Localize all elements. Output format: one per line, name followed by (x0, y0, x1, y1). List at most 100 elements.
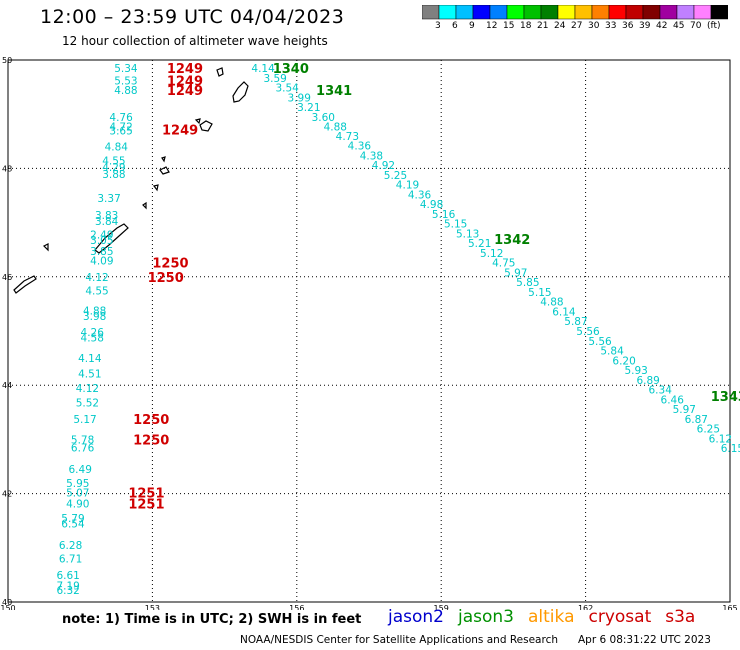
wave-height-value: 5.97 (504, 267, 527, 279)
wave-height-value: 4.75 (492, 258, 515, 270)
color-scale-label: 15 (503, 21, 515, 31)
wave-height-value: 6.46 (661, 394, 685, 406)
wave-height-value: 5.87 (564, 316, 587, 328)
wave-height-value: 3.99 (288, 92, 311, 104)
wave-height-value: 3.54 (275, 83, 299, 95)
wave-height-value: 6.87 (685, 414, 708, 426)
time-label: 1250 (133, 413, 169, 428)
time-label: 1342 (494, 233, 530, 248)
wave-height-value: 4.76 (109, 112, 133, 124)
color-scale-label: 24 (554, 21, 566, 31)
wave-height-value: 3.60 (312, 112, 335, 124)
wave-height-value: 3.84 (95, 216, 119, 228)
wave-height-value: 5.79 (61, 513, 84, 525)
color-scale-label: 9 (469, 21, 475, 31)
wave-height-value: 6.14 (552, 306, 576, 318)
credit-text: NOAA/NESDIS Center for Satellite Applica… (240, 634, 558, 646)
wave-height-value: 5.56 (588, 336, 612, 348)
wave-height-value: 4.29 (102, 162, 125, 174)
axis-tick-labels: 150 153 156 159 162 165 50 48 46 44 42 40 (0, 56, 737, 610)
x-tick-label: 153 (145, 604, 160, 610)
wave-height-value: 5.84 (600, 346, 624, 358)
island-outline (194, 118, 201, 125)
wave-height-value: 3.88 (102, 169, 125, 181)
island-outline (161, 156, 166, 163)
time-label: 1251 (128, 497, 164, 512)
y-tick-label: 48 (2, 164, 12, 173)
island-outline (142, 201, 147, 210)
wave-height-value: 3.05 (90, 235, 113, 247)
wave-height-value: 4.36 (408, 189, 432, 201)
wave-height-value: 4.88 (324, 122, 347, 134)
wave-height-value: 4.84 (105, 142, 129, 154)
chart-title: 12:00 – 23:59 UTC 04/04/2023 (40, 6, 345, 28)
island-outline (152, 184, 159, 192)
wave-height-value: 6.25 (697, 424, 720, 436)
wave-height-value: 3.21 (297, 102, 320, 114)
wave-height-value: 5.16 (432, 209, 456, 221)
wave-height-value: 5.21 (468, 238, 491, 250)
color-scale-bar (422, 5, 728, 20)
time-label: 1249 (167, 84, 203, 99)
wave-height-value: 6.20 (612, 355, 635, 367)
island-outline (199, 120, 213, 132)
time-label: 1250 (152, 257, 188, 272)
mission-name: altika (528, 607, 575, 627)
wave-height-value: 6.34 (649, 385, 673, 397)
island-outline (94, 223, 129, 254)
color-scale-label: 33 (605, 21, 617, 31)
wave-height-value: 5.53 (114, 76, 137, 88)
footer-note: note: 1) Time is in UTC; 2) SWH is in fe… (62, 612, 362, 627)
wave-height-value: 3.59 (263, 73, 286, 85)
wave-height-value: 3.65 (109, 125, 132, 137)
color-scale-label: 6 (452, 21, 458, 31)
wave-height-plot: 4.143.593.543.993.213.604.884.734.364.38… (0, 56, 740, 610)
island-outline (42, 243, 49, 252)
time-label: 1343 (711, 390, 740, 405)
chart-subtitle: 12 hour collection of altimeter wave hei… (62, 34, 328, 48)
wave-height-value: 3.85 (90, 246, 113, 258)
time-label: 1249 (167, 62, 203, 77)
time-label: 1250 (133, 433, 169, 448)
color-scale-label: 30 (588, 21, 600, 31)
wave-height-value: 5.12 (480, 248, 503, 260)
color-scale-label: 36 (622, 21, 634, 31)
time-label: 1341 (316, 84, 352, 99)
wave-height-value: 6.71 (59, 554, 82, 566)
wave-height-value: 4.73 (336, 131, 359, 143)
time-label: 1340 (273, 62, 309, 77)
wave-height-value: 4.88 (83, 305, 106, 317)
wave-height-value: 5.25 (384, 170, 407, 182)
wave-height-value: 6.89 (636, 375, 659, 387)
x-tick-label: 165 (722, 604, 737, 610)
wave-height-value: 3.83 (95, 210, 118, 222)
wave-height-value: 4.12 (76, 383, 99, 395)
wave-height-value: 5.07 (66, 488, 89, 500)
y-tick-label: 46 (2, 273, 12, 282)
wave-height-value: 3.37 (97, 193, 120, 205)
wave-height-value: 5.93 (624, 365, 647, 377)
wave-height-value: 6.32 (56, 585, 79, 597)
mission-name: jason2 (388, 607, 444, 627)
wave-height-value: 4.51 (78, 368, 101, 380)
wave-height-value: 6.49 (69, 464, 92, 476)
time-label: 1249 (162, 123, 198, 138)
wave-height-value: 4.26 (81, 327, 105, 339)
y-tick-label: 44 (2, 381, 12, 390)
wave-height-value: 4.90 (66, 498, 89, 510)
color-scale-label: 21 (537, 21, 549, 31)
x-tick-label: 162 (578, 604, 593, 610)
wave-height-value: 4.19 (396, 180, 419, 192)
x-tick-label: 159 (434, 604, 449, 610)
island-outline (232, 81, 249, 103)
wave-height-value: 5.34 (114, 63, 138, 75)
wave-height-value: 5.52 (76, 398, 99, 410)
wave-height-value: 5.97 (673, 404, 696, 416)
color-scale-label: 70 (690, 21, 702, 31)
mission-name: cryosat (588, 607, 652, 627)
y-tick-label: 40 (2, 598, 12, 607)
wave-height-value: 4.55 (85, 285, 108, 297)
wave-height-values: 4.143.593.543.993.213.604.884.734.364.38… (56, 63, 740, 597)
mission-legend: jason2 jason3 altika cryosat s3a (388, 607, 709, 627)
color-scale-label: 12 (486, 21, 498, 31)
